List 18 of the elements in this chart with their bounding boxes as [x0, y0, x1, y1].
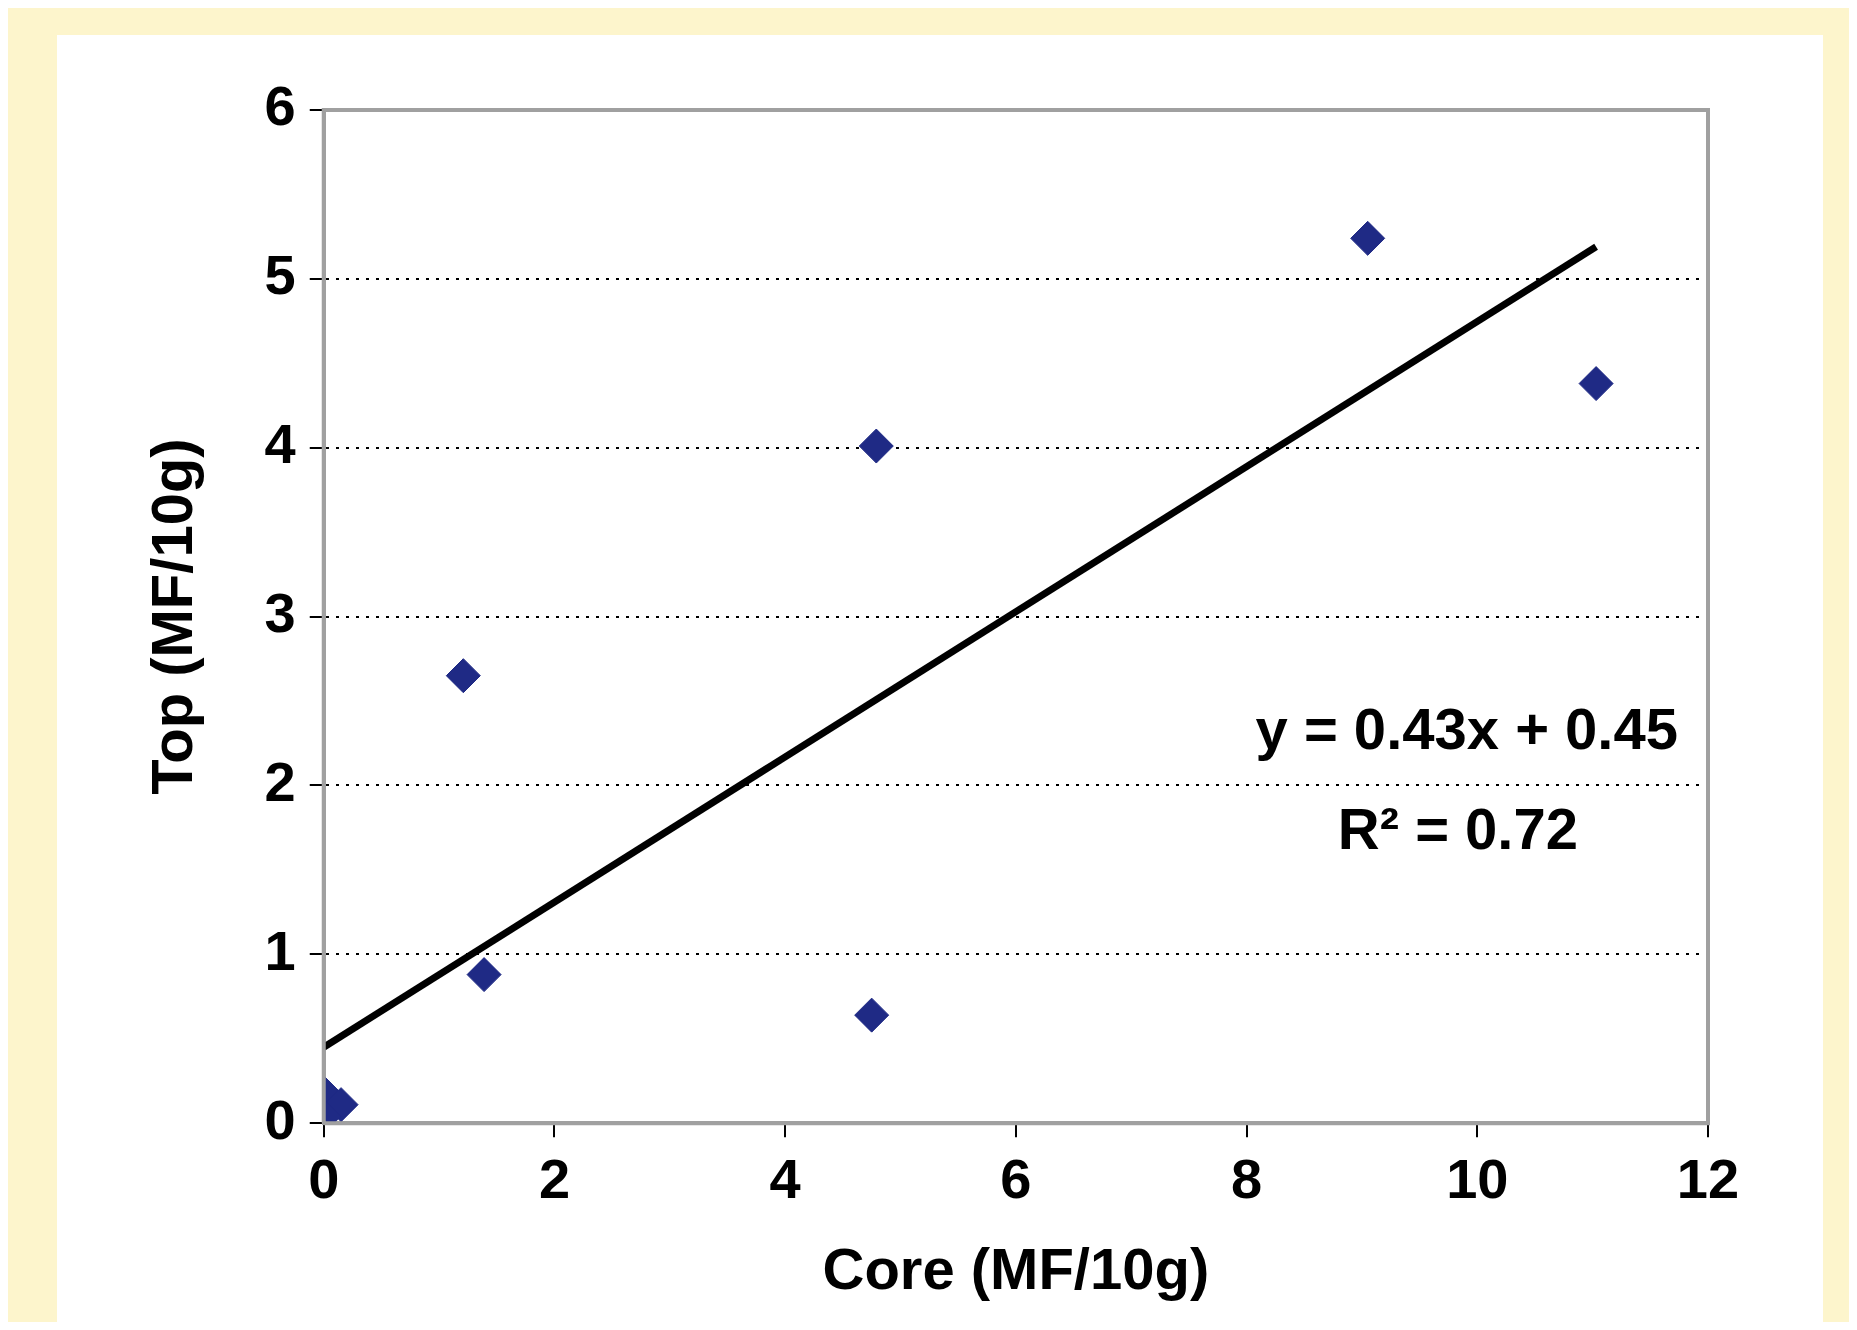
y-tick-label: 1: [264, 918, 296, 982]
x-tick-label: 6: [1000, 1147, 1032, 1211]
x-tick-label: 0: [308, 1147, 340, 1211]
x-tick-label: 4: [769, 1147, 801, 1211]
y-tick-label: 4: [264, 412, 296, 476]
x-tick-label: 12: [1676, 1147, 1740, 1211]
x-tick-label: 8: [1231, 1147, 1263, 1211]
y-axis-title: Top (MF/10g): [138, 438, 204, 795]
x-tick-label: 10: [1446, 1147, 1509, 1211]
y-tick-label: 2: [264, 749, 296, 813]
y-tick-label: 6: [264, 74, 296, 138]
annotation: R² = 0.72: [1337, 796, 1578, 862]
y-tick-label: 3: [264, 581, 296, 645]
x-axis-title: Core (MF/10g): [822, 1236, 1210, 1302]
x-tick-label: 2: [538, 1147, 571, 1211]
annotation: y = 0.43x + 0.45: [1255, 696, 1678, 762]
y-tick-label: 0: [264, 1087, 296, 1151]
y-tick-label: 5: [264, 243, 296, 307]
